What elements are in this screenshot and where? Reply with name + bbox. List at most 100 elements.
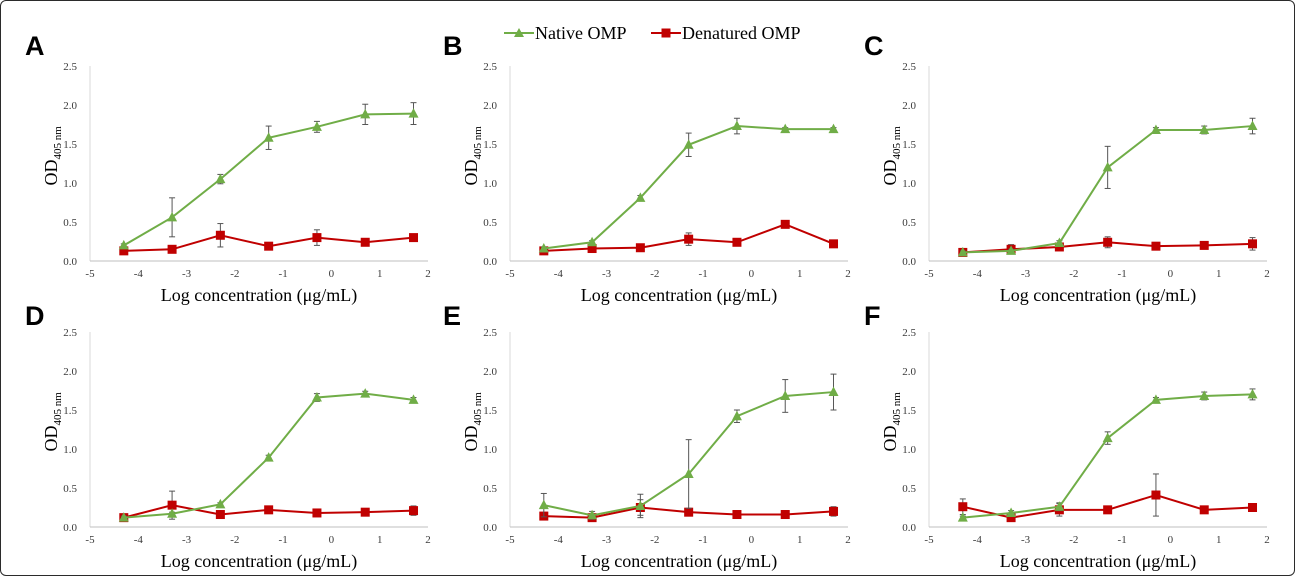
data-point-triangle [408,394,419,404]
x-tick-label: 2 [1264,268,1270,280]
x-axis-title: Log concentration (μg/mL) [1000,551,1197,572]
panel-e: E 0.0 0.5 1.0 1.5 2.0 2.5 -5 -4 -3 -2 -1 0 1 2 Log conc… [443,301,851,572]
data-point-triangle [635,500,646,510]
panel-letter: A [25,31,45,61]
data-point-triangle [118,512,129,522]
panel-d: D 0.0 0.5 1.0 1.5 2.0 2.5 -5 -4 -3 -2 -1 0 1 2 Log conc… [25,301,431,572]
data-point-triangle [1006,507,1017,517]
y-axis-title-subscript: 405 nm [52,392,64,426]
x-tick-label: -3 [182,268,192,280]
data-point-triangle [311,121,322,131]
y-tick-label: 1.5 [483,405,497,417]
data-point-triangle [1247,388,1258,399]
data-point-square [215,510,225,520]
y-tick-label: 0.5 [483,217,497,229]
data-point-triangle [215,498,226,509]
data-point-triangle [731,410,742,421]
series-native-omp [538,117,839,253]
data-point-triangle [263,452,274,462]
data-point-square [119,246,129,256]
panel-c: C 0.0 0.5 1.0 1.5 2.0 2.5 -5 -4 -3 -2 -1 0 1 2 Log conc… [864,31,1270,306]
data-point-square [409,506,419,516]
panel-letter: B [443,31,463,61]
data-point-triangle [408,108,419,118]
x-tick-label: -2 [1069,268,1078,280]
x-tick-label: 0 [1168,268,1174,280]
y-tick-label: 2.5 [902,61,916,73]
data-point-triangle [311,392,322,402]
x-tick-label: -3 [602,534,612,546]
panel-letter: E [443,301,461,331]
y-tick-label: 1.0 [63,178,77,190]
y-tick-label: 2.0 [902,366,916,378]
x-tick-label: -4 [973,534,983,546]
x-tick-label: 1 [1216,268,1222,280]
x-tick-label: -5 [505,534,515,546]
y-axis-title-subscript: 405 nm [472,392,484,426]
data-point-triangle [1102,161,1113,172]
data-point-square [167,244,177,254]
y-tick-label: 0.0 [483,522,497,534]
legend-item-native-omp: Native OMP [504,23,627,43]
legend-item-denatured-omp: Denatured OMP [651,23,800,43]
y-tick-label: 2.0 [63,100,77,112]
x-tick-label: 2 [1264,534,1270,546]
x-tick-label: -3 [182,534,192,546]
data-point-square [829,506,839,516]
data-point-triangle [683,468,694,478]
data-point-triangle [118,239,129,250]
data-point-square [1248,239,1258,249]
data-point-square [958,502,968,512]
y-tick-label: 2.0 [902,100,916,112]
y-tick-label: 0.0 [902,256,916,268]
x-tick-label: 2 [425,534,431,546]
data-point-square [312,508,322,518]
data-point-square [684,234,694,244]
x-tick-label: -3 [602,268,612,280]
x-tick-label: -4 [554,534,564,546]
y-tick-label: 2.5 [483,327,497,339]
y-tick-label: 0.5 [63,483,77,495]
y-tick-label: 1.0 [483,444,497,456]
series-native-omp [118,388,419,522]
panels: A 0.0 0.5 1.0 1.5 2.0 2.5 -5 -4 -3 -2 -1 0 1 2 Log conc… [25,31,1270,572]
data-point-square [684,507,694,517]
x-axis-title: Log concentration (μg/mL) [581,551,778,572]
data-point-triangle [1054,237,1065,248]
y-tick-label: 2.5 [63,327,77,339]
y-tick-label: 2.0 [63,366,77,378]
y-tick-label: 2.0 [483,100,497,112]
data-point-triangle [683,139,694,149]
x-tick-label: -3 [1021,268,1031,280]
x-tick-label: -4 [134,268,144,280]
x-tick-label: -1 [1118,268,1127,280]
y-tick-label: 0.0 [63,522,77,534]
y-tick-label: 0.5 [63,217,77,229]
y-axis-title-main: OD [880,426,900,452]
x-tick-label: -5 [924,268,934,280]
data-point-square [1103,505,1113,515]
legend-triangle-marker [514,28,524,37]
series-denatured-omp [958,473,1258,523]
data-point-triangle [957,246,968,257]
data-point-square [409,233,419,243]
x-tick-label: -2 [1069,534,1078,546]
data-point-square [264,241,274,251]
panel-letter: C [864,31,884,61]
data-point-triangle [587,509,598,520]
data-point-triangle [1199,390,1210,400]
series-native-omp [538,373,839,520]
x-tick-label: -1 [699,534,708,546]
x-tick-label: -5 [505,268,515,280]
y-tick-label: 1.5 [63,405,77,417]
x-tick-label: 2 [845,534,851,546]
data-point-square [1151,490,1161,500]
y-tick-label: 1.5 [902,139,916,151]
x-tick-label: -1 [279,534,288,546]
x-tick-label: -4 [554,268,564,280]
y-tick-label: 2.5 [483,61,497,73]
data-point-square [1199,240,1209,250]
